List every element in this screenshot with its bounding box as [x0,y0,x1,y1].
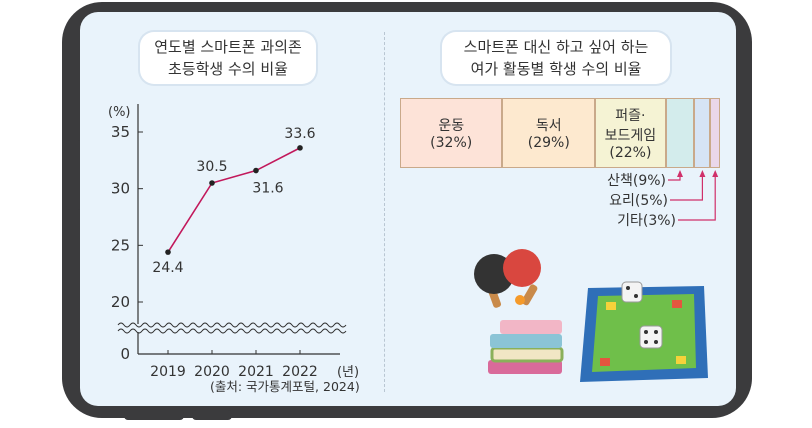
left-title-line1: 연도별 스마트폰 과의존 [154,38,302,56]
bar-segment-label: 운동 [438,118,465,134]
series-line [167,147,301,253]
books-icon [488,320,564,374]
x-unit-label: (년) [337,365,359,380]
x-tick-label: 2019 [150,364,186,380]
data-point [165,249,171,255]
callout-arrow [677,170,683,177]
bar-segment-label: (22%) [609,145,652,161]
left-title-line2: 초등학생 수의 비율 [168,60,288,78]
x-tick-label: 2020 [194,364,230,380]
data-point [253,167,259,174]
bar-segment-label: 독서 [535,118,562,134]
data-label: 33.6 [284,126,315,142]
phone-side-button [66,140,82,210]
bar-segment-label: (32%) [430,135,473,151]
bar-segment: 운동 (32%) [400,98,503,168]
axis-break-line [117,328,347,334]
callout-label: 기타(3%) [617,213,676,229]
data-label: 24.4 [152,260,183,276]
callout-label: 산책(9%) [607,173,666,189]
bar-callout-lines [668,170,719,221]
stacked-bar-chart: 운동 (32%) 독서 (29%) 퍼즐· 보드게임 (22%) 산책(9%) 요리(5%) 기타… [400,12,730,252]
right-title-line2: 여가 활동별 학생 수의 비율 [470,60,642,78]
bar-segment [665,98,695,168]
ping-pong-paddles-icon [474,249,541,308]
y-tick-label: 30 [111,180,130,198]
bar-segment: 독서 (29%) [502,98,596,168]
bar-segment: 퍼즐· 보드게임 (22%) [595,98,666,168]
y-tick-label: 35 [111,123,130,141]
right-chart-title: 스마트폰 대신 하고 싶어 하는 여가 활동별 학생 수의 비율 [442,32,670,84]
y-unit-label: (%) [108,105,131,120]
callout-line [670,172,703,201]
data-label: 30.5 [196,159,227,175]
data-point [297,145,303,151]
y-tick-label: 20 [111,293,130,311]
y-tick-label: 25 [111,236,130,254]
panel-divider [384,32,385,392]
callout-arrow [712,170,719,177]
x-tick-label: 2022 [282,364,318,380]
right-title-line1: 스마트폰 대신 하고 싶어 하는 [463,38,649,56]
data-label: 31.6 [252,181,283,197]
bar-segment-label: 퍼즐· [615,108,646,124]
callout-label: 요리(5%) [609,193,668,209]
callout-line [678,172,716,221]
axis-break-line [117,322,347,328]
line-chart: (%) 0 20 25 30 35 2019 2020 2021 2022 (년) 24.4 30.5… [108,104,359,380]
phone-screen: 연도별 스마트폰 과의존 초등학생 수의 비율 스마트폰 대신 하고 싶어 하는… [80,12,736,406]
board-game-icon [580,281,708,382]
y-tick-label: 0 [120,345,130,363]
left-chart-title: 연도별 스마트폰 과의존 초등학생 수의 비율 [140,32,316,84]
bar-segment [694,98,711,168]
data-point [209,180,215,186]
axis-break-gap [116,324,340,332]
phone-bottom-button-2 [192,410,232,420]
bar-segment-label: (29%) [527,135,570,151]
bar-segment-label: 보드게임 [604,128,657,144]
x-tick-label: 2021 [238,364,274,380]
phone-bottom-button [124,410,184,420]
chart-source: (출처: 국가통계포털, 2024) [210,379,360,394]
bar-segment [710,98,720,168]
callout-arrow [699,170,706,177]
